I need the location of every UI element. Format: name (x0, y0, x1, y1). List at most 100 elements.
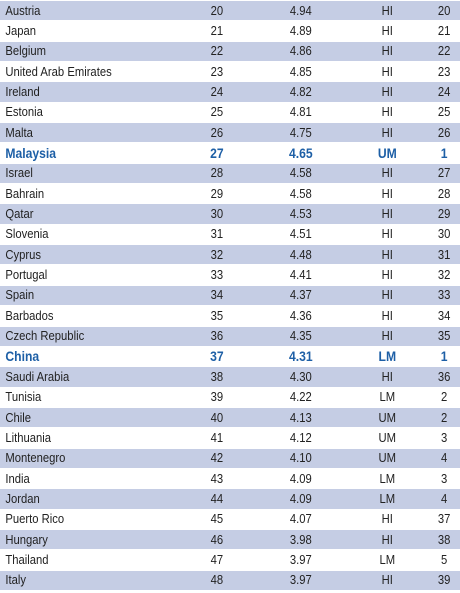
score-cell: 4.58 (289, 166, 312, 181)
rank-cell: 37 (210, 349, 224, 365)
rank-cell: 32 (210, 247, 224, 262)
rank-cell: 36 (210, 329, 224, 344)
score-cell: 4.58 (289, 186, 312, 201)
table-row: Spain 34 4.37 HI 33 (0, 285, 460, 307)
table-row: Italy 48 3.97 HI 39 (0, 570, 460, 591)
table-row: Israel 28 4.58 HI 27 (0, 163, 460, 185)
score-cell: 4.94 (289, 3, 312, 18)
score-cell: 4.35 (289, 329, 312, 344)
country-cell: Estonia (5, 105, 43, 120)
table-row: Malta 26 4.75 HI 26 (0, 123, 460, 144)
table-row: Estonia 25 4.81 HI 25 (0, 102, 460, 124)
income-group-cell: HI (381, 207, 393, 222)
table-row: Chile 40 4.13 UM 2 (0, 407, 460, 429)
group-rank-cell: 37 (437, 512, 451, 527)
table-row: Thailand 47 3.97 LM 5 (0, 550, 460, 571)
table-row: Portugal 33 4.41 HI 32 (0, 265, 460, 286)
country-cell: Cyprus (5, 247, 42, 262)
group-rank-cell: 28 (437, 186, 451, 201)
income-group-cell: UM (377, 145, 397, 161)
group-rank-cell: 24 (437, 85, 451, 100)
group-rank-cell: 23 (437, 64, 451, 79)
score-cell: 4.22 (289, 390, 312, 405)
score-cell: 3.97 (289, 573, 312, 588)
score-cell: 4.75 (289, 125, 312, 140)
rank-cell: 34 (210, 288, 224, 303)
country-cell: Saudi Arabia (5, 369, 70, 384)
rank-cell: 48 (210, 573, 224, 588)
group-rank-cell: 2 (440, 390, 448, 405)
income-group-cell: HI (381, 369, 393, 384)
country-cell: Japan (5, 24, 37, 39)
group-rank-cell: 4 (440, 451, 448, 466)
table-row: India 43 4.09 LM 3 (0, 468, 460, 490)
score-cell: 4.09 (289, 471, 312, 486)
group-rank-cell: 3 (440, 430, 448, 445)
income-group-cell: UM (378, 430, 397, 445)
group-rank-cell: 20 (437, 3, 451, 18)
income-group-cell: HI (381, 288, 393, 303)
country-cell: Barbados (5, 308, 54, 323)
table-row-highlighted: Malaysia 27 4.65 UM 1 (0, 143, 460, 164)
score-cell: 3.97 (289, 552, 312, 567)
country-cell: Bahrain (5, 186, 45, 201)
rank-cell: 21 (210, 24, 224, 39)
score-cell: 4.53 (289, 207, 312, 222)
country-cell: Jordan (5, 491, 40, 506)
rank-cell: 22 (210, 44, 224, 59)
table-row: Slovenia 31 4.51 HI 30 (0, 224, 460, 246)
income-group-cell: HI (381, 512, 393, 527)
income-group-cell: LM (379, 552, 396, 567)
group-rank-cell: 36 (437, 369, 451, 384)
table-row: Qatar 30 4.53 HI 29 (0, 204, 460, 225)
income-group-cell: HI (381, 227, 393, 242)
income-group-cell: HI (381, 308, 393, 323)
group-rank-cell: 33 (437, 288, 451, 303)
group-rank-cell: 27 (437, 166, 451, 181)
table-row: Jordan 44 4.09 LM 4 (0, 489, 460, 510)
rank-cell: 30 (210, 207, 224, 222)
score-cell: 4.65 (288, 145, 313, 161)
rank-cell: 39 (210, 390, 224, 405)
rank-cell: 28 (210, 166, 224, 181)
group-rank-cell: 4 (440, 491, 448, 506)
rank-cell: 45 (210, 512, 224, 527)
score-cell: 4.85 (289, 64, 312, 79)
country-cell: Malta (5, 125, 33, 140)
table-row: Belgium 22 4.86 HI 22 (0, 41, 460, 63)
income-group-cell: HI (381, 268, 393, 283)
income-group-cell: HI (381, 247, 393, 262)
rank-cell: 23 (210, 64, 224, 79)
country-cell: Malaysia (5, 145, 57, 161)
group-rank-cell: 30 (437, 227, 451, 242)
score-cell: 4.31 (288, 349, 313, 365)
rank-cell: 42 (210, 451, 224, 466)
score-cell: 4.36 (289, 308, 312, 323)
table-row: Tunisia 39 4.22 LM 2 (0, 387, 460, 408)
country-cell: Qatar (5, 207, 34, 222)
rank-cell: 25 (210, 105, 224, 120)
income-group-cell: HI (381, 64, 393, 79)
country-cell: Chile (5, 410, 32, 425)
table-row: Hungary 46 3.98 HI 38 (0, 529, 460, 551)
table-row: Barbados 35 4.36 HI 34 (0, 306, 460, 327)
income-group-cell: UM (378, 410, 397, 425)
country-cell: Portugal (5, 268, 48, 283)
country-cell: Belgium (5, 44, 47, 59)
table-row: Cyprus 32 4.48 HI 31 (0, 245, 460, 266)
country-cell: Spain (5, 288, 35, 303)
country-cell: Czech Republic (5, 329, 85, 344)
rank-cell: 33 (210, 268, 224, 283)
group-rank-cell: 34 (437, 308, 451, 323)
score-cell: 4.09 (289, 491, 312, 506)
rank-cell: 40 (210, 410, 224, 425)
table-row: Montenegro 42 4.10 UM 4 (0, 448, 460, 469)
income-group-cell: HI (381, 186, 393, 201)
country-cell: Hungary (5, 532, 48, 547)
income-group-cell: HI (381, 329, 393, 344)
rank-cell: 24 (210, 85, 224, 100)
group-rank-cell: 1 (440, 349, 448, 365)
country-cell: Italy (5, 573, 27, 588)
country-cell: India (5, 471, 30, 486)
